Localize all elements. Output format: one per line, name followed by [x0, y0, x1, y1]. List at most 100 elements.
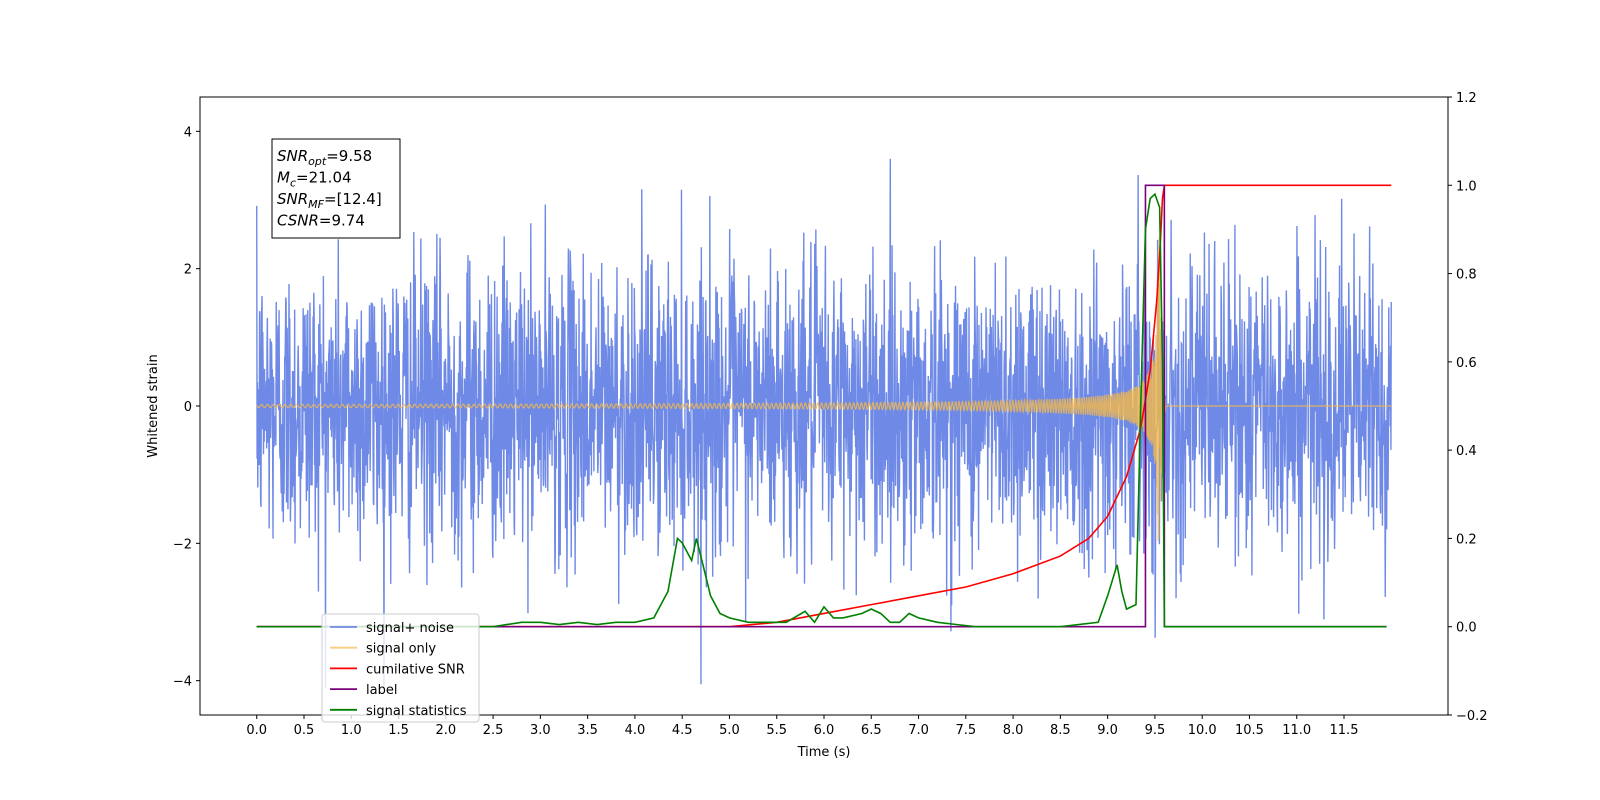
y-left-tick: 4	[184, 125, 200, 140]
legend-label: signal statistics	[366, 704, 467, 719]
y-left-tick-label: 0	[184, 400, 192, 415]
x-tick: 10.0	[1188, 715, 1217, 738]
x-axis: 0.0 0.5 1.0 1.5 2.0 2.5 3.0 3.5 4.0 4.5 5.0 5.5 6.0 6…	[246, 715, 1358, 738]
y-axis-left: −4 −2 0 2 4	[173, 125, 200, 690]
x-tick-label: 11.0	[1282, 723, 1311, 738]
x-tick-label: 4.5	[672, 723, 693, 738]
y-left-tick-label: −2	[173, 537, 192, 552]
x-tick-label: 1.0	[341, 723, 362, 738]
series-layer	[256, 158, 1392, 688]
series-signal-statistics	[256, 192, 1387, 628]
legend-label: label	[366, 683, 397, 698]
x-tick: 11.0	[1282, 715, 1311, 738]
y-left-tick-label: 4	[184, 125, 192, 140]
legend-label: cumilative SNR	[366, 662, 465, 677]
y-right-tick-label: 0.2	[1456, 532, 1477, 547]
y-left-tick: 2	[184, 263, 200, 278]
y-right-tick-label: 1.2	[1456, 91, 1477, 106]
x-tick: 4.5	[672, 715, 693, 738]
y-right-tick: 1.0	[1448, 179, 1477, 194]
x-tick: 3.5	[577, 715, 598, 738]
x-tick: 0.5	[294, 715, 315, 738]
x-tick-label: 0.5	[294, 723, 315, 738]
y-left-tick: −4	[173, 675, 200, 690]
annotation-line: SNRMF=[12.4]	[277, 190, 382, 211]
y-axis-left-label: Whitened strain	[146, 354, 161, 457]
annotation-line: Mc=21.04	[277, 169, 352, 190]
x-tick-label: 9.5	[1145, 723, 1166, 738]
legend-item: label	[330, 683, 397, 698]
y-right-tick: 1.2	[1448, 91, 1477, 106]
x-tick-label: 5.0	[719, 723, 740, 738]
x-tick-label: 2.5	[483, 723, 504, 738]
x-tick-label: 10.5	[1235, 723, 1264, 738]
y-right-tick: 0.0	[1448, 621, 1477, 636]
x-tick: 5.5	[766, 715, 787, 738]
legend-frame	[321, 613, 480, 723]
x-tick: 6.0	[814, 715, 835, 738]
x-tick: 8.0	[1003, 715, 1024, 738]
x-tick: 0.0	[246, 715, 267, 738]
series-signal-noise	[256, 158, 1392, 688]
x-tick: 9.0	[1097, 715, 1118, 738]
x-tick-label: 7.0	[908, 723, 929, 738]
series-cumilative-snr	[256, 184, 1392, 628]
y-right-tick: 0.4	[1448, 444, 1477, 459]
x-tick-label: 1.5	[388, 723, 409, 738]
x-tick: 7.5	[955, 715, 976, 738]
x-tick: 4.0	[625, 715, 646, 738]
y-right-tick-label: 0.0	[1456, 621, 1477, 636]
legend-item: signal+ noise	[330, 621, 454, 636]
x-tick: 10.5	[1235, 715, 1264, 738]
y-right-tick: 0.8	[1448, 268, 1477, 283]
y-left-tick: 0	[184, 400, 200, 415]
legend-label: signal+ noise	[366, 621, 454, 636]
x-tick: 5.0	[719, 715, 740, 738]
x-tick: 6.5	[861, 715, 882, 738]
y-right-tick-label: 0.4	[1456, 444, 1477, 459]
x-tick: 2.5	[483, 715, 504, 738]
y-right-tick-label: −0.2	[1456, 709, 1488, 724]
x-tick-label: 7.5	[955, 723, 976, 738]
series-signal-only	[256, 236, 1392, 541]
x-tick: 3.0	[530, 715, 551, 738]
y-left-tick-label: −4	[173, 675, 192, 690]
x-tick: 7.0	[908, 715, 929, 738]
x-tick-label: 8.0	[1003, 723, 1024, 738]
y-right-tick-label: 0.6	[1456, 356, 1477, 371]
x-tick-label: 9.0	[1097, 723, 1118, 738]
annotation-line: SNRopt=9.58	[277, 147, 372, 168]
x-tick-label: 6.5	[861, 723, 882, 738]
y-axis-right: −0.2 0.0 0.2 0.4 0.6 0.8 1.0 1.2	[1448, 91, 1488, 724]
x-tick-label: 4.0	[625, 723, 646, 738]
x-tick-label: 5.5	[766, 723, 787, 738]
y-right-tick: −0.2	[1448, 709, 1488, 724]
y-right-tick: 0.2	[1448, 532, 1477, 547]
legend-item: signal statistics	[330, 704, 467, 719]
x-tick-label: 8.5	[1050, 723, 1071, 738]
x-tick-label: 2.0	[435, 723, 456, 738]
annotation-frame	[271, 138, 401, 239]
x-tick-label: 3.5	[577, 723, 598, 738]
x-axis-label: Time (s)	[797, 745, 851, 760]
annotation-line: CSNR=9.74	[277, 212, 365, 230]
x-tick: 9.5	[1145, 715, 1166, 738]
x-tick-label: 6.0	[814, 723, 835, 738]
y-right-tick-label: 1.0	[1456, 179, 1477, 194]
x-tick-label: 10.0	[1188, 723, 1217, 738]
legend-label: signal only	[366, 642, 436, 657]
legend-item: cumilative SNR	[330, 662, 465, 677]
y-right-tick-label: 0.8	[1456, 268, 1477, 283]
y-left-tick-label: 2	[184, 263, 192, 278]
y-left-tick: −2	[173, 537, 200, 552]
x-tick: 11.5	[1330, 715, 1359, 738]
x-tick-label: 11.5	[1330, 723, 1359, 738]
x-tick-label: 0.0	[246, 723, 267, 738]
legend-item: signal only	[330, 642, 436, 657]
x-tick-label: 3.0	[530, 723, 551, 738]
y-right-tick: 0.6	[1448, 356, 1477, 371]
x-tick: 8.5	[1050, 715, 1071, 738]
